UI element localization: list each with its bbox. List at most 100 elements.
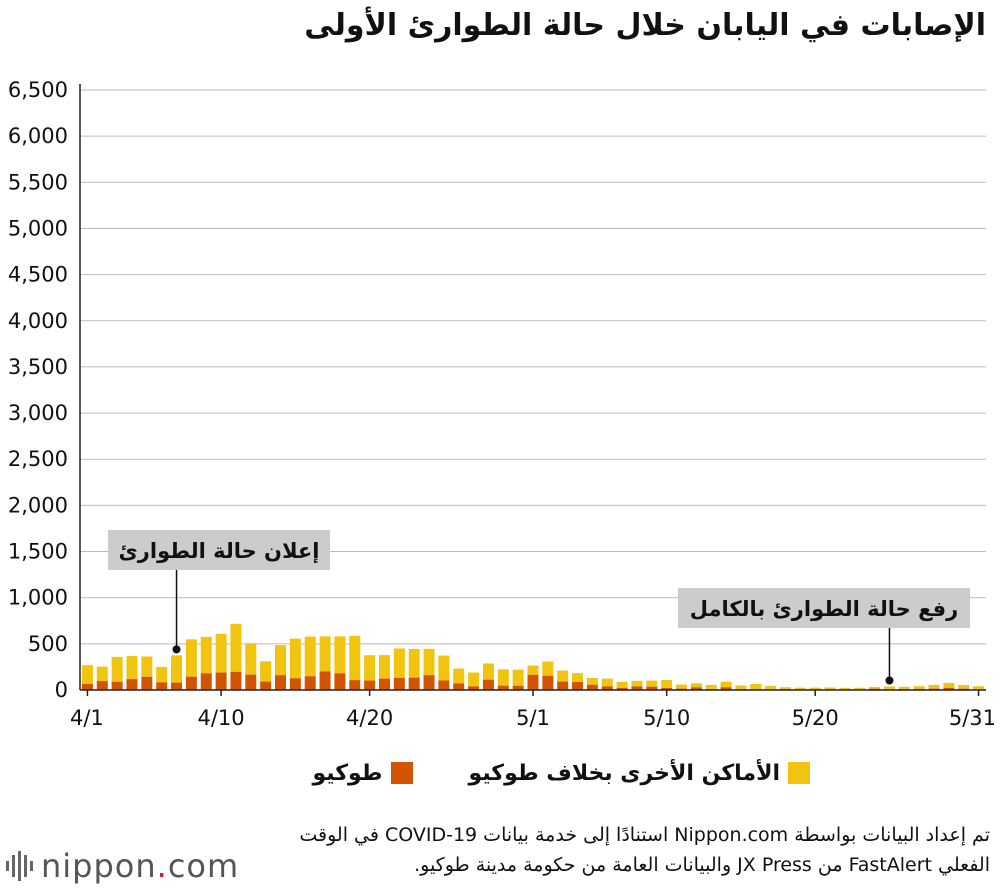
bar-other bbox=[705, 684, 717, 690]
x-tick-label: 4/10 bbox=[198, 706, 245, 730]
bar-other bbox=[453, 668, 465, 684]
bar-tokyo bbox=[349, 680, 361, 690]
bar-tokyo bbox=[720, 687, 732, 690]
bar-tokyo bbox=[497, 685, 509, 690]
bar-tokyo bbox=[185, 676, 197, 690]
bar-other bbox=[111, 656, 123, 682]
y-tick-label: 3,000 bbox=[8, 401, 68, 425]
bar-tokyo bbox=[81, 683, 93, 690]
bar-other bbox=[497, 669, 509, 686]
y-tick-label: 5,500 bbox=[8, 170, 68, 194]
y-tick-label: 4,500 bbox=[8, 263, 68, 287]
bar-other bbox=[750, 684, 762, 690]
x-tick-label: 4/20 bbox=[346, 706, 393, 730]
bar-other bbox=[913, 686, 925, 689]
bar-other bbox=[883, 686, 895, 690]
bar-tokyo bbox=[453, 683, 465, 690]
bar-other bbox=[482, 663, 494, 680]
legend-swatch-tokyo bbox=[390, 762, 413, 784]
bar-other bbox=[215, 633, 227, 673]
y-tick-label: 4,000 bbox=[8, 309, 68, 333]
bar-other bbox=[334, 636, 346, 674]
bar-other bbox=[527, 665, 539, 675]
bar-tokyo bbox=[572, 681, 584, 690]
bar-other bbox=[839, 687, 851, 690]
nippon-logo: nippon. com bbox=[6, 846, 239, 886]
bar-other bbox=[824, 687, 836, 690]
annotation-box bbox=[108, 530, 330, 570]
bar-other bbox=[96, 666, 108, 682]
bar-other bbox=[275, 645, 287, 676]
bar-tokyo bbox=[245, 674, 257, 690]
legend-item-tokyo: طوكيو bbox=[312, 760, 413, 786]
bar-other bbox=[349, 635, 361, 681]
y-tick-label: 6,000 bbox=[8, 124, 68, 148]
bar-other bbox=[586, 678, 598, 685]
bar-tokyo bbox=[275, 675, 287, 690]
annotations: إعلان حالة الطوارئ رفع حالة الطوارئ بالكا… bbox=[108, 530, 970, 685]
bar-tokyo bbox=[111, 681, 123, 690]
bar-other bbox=[601, 678, 613, 687]
bar-other bbox=[779, 687, 791, 690]
chart-area: 0 500 1,000 1,500 2,000 2,500 3,000 3,500 4,000 4… bbox=[8, 78, 996, 730]
x-tick-label: 5/31 bbox=[949, 706, 996, 730]
bar-other bbox=[378, 655, 390, 679]
bar-other bbox=[156, 666, 168, 683]
annotation-dot bbox=[172, 645, 181, 654]
bar-other bbox=[928, 684, 940, 689]
bar-other bbox=[973, 686, 985, 690]
bar-other bbox=[557, 670, 569, 682]
legend-label-tokyo: طوكيو bbox=[312, 760, 383, 786]
bar-tokyo bbox=[156, 682, 168, 690]
y-tick-label: 6,500 bbox=[8, 78, 68, 102]
x-tick-label: 5/20 bbox=[792, 706, 839, 730]
bar-tokyo bbox=[468, 686, 480, 690]
bar-tokyo bbox=[423, 675, 435, 690]
bar-other bbox=[171, 655, 183, 683]
annotation-label: إعلان حالة الطوارئ bbox=[119, 539, 320, 563]
logo-dot: . bbox=[156, 847, 168, 885]
bar-tokyo bbox=[690, 687, 702, 690]
bar-other bbox=[542, 661, 554, 676]
x-tick-label: 5/1 bbox=[516, 706, 550, 730]
y-tick-label: 500 bbox=[28, 632, 68, 656]
bar-tokyo bbox=[393, 677, 405, 690]
bar-other bbox=[200, 636, 212, 674]
bar-other bbox=[260, 661, 272, 682]
bar-tokyo bbox=[512, 685, 524, 690]
x-tick-label: 4/1 bbox=[70, 706, 104, 730]
bar-tokyo bbox=[96, 681, 108, 690]
bar-tokyo bbox=[943, 687, 955, 690]
bar-tokyo bbox=[601, 686, 613, 690]
bar-other bbox=[438, 655, 450, 681]
bar-tokyo bbox=[319, 671, 331, 690]
bar-tokyo bbox=[364, 680, 376, 690]
bar-other bbox=[794, 687, 806, 690]
y-tick-label: 2,500 bbox=[8, 447, 68, 471]
bar-tokyo bbox=[408, 677, 420, 690]
bar-other bbox=[735, 685, 747, 690]
bar-other bbox=[676, 684, 688, 689]
bar-tokyo bbox=[378, 678, 390, 690]
bar-other bbox=[245, 643, 257, 675]
bar-tokyo bbox=[542, 675, 554, 690]
bar-tokyo bbox=[260, 681, 272, 690]
bar-other bbox=[646, 680, 658, 687]
bar-other bbox=[898, 686, 910, 690]
bar-tokyo bbox=[586, 684, 598, 690]
bar-other bbox=[289, 638, 301, 679]
bar-other bbox=[126, 656, 138, 680]
bar-other bbox=[765, 685, 777, 690]
bar-other bbox=[141, 656, 153, 677]
bar-tokyo bbox=[646, 686, 658, 690]
bar-tokyo bbox=[438, 680, 450, 690]
bar-tokyo bbox=[215, 672, 227, 690]
bar-other bbox=[661, 680, 673, 688]
bar-other bbox=[572, 673, 584, 682]
bars bbox=[81, 623, 985, 690]
axes: 0 500 1,000 1,500 2,000 2,500 3,000 3,500 4,000 4… bbox=[8, 78, 996, 730]
bar-other bbox=[631, 680, 643, 687]
y-tick-label: 5,000 bbox=[8, 216, 68, 240]
annotation-label: رفع حالة الطوارئ بالكامل bbox=[690, 597, 959, 621]
bar-other bbox=[304, 636, 316, 677]
